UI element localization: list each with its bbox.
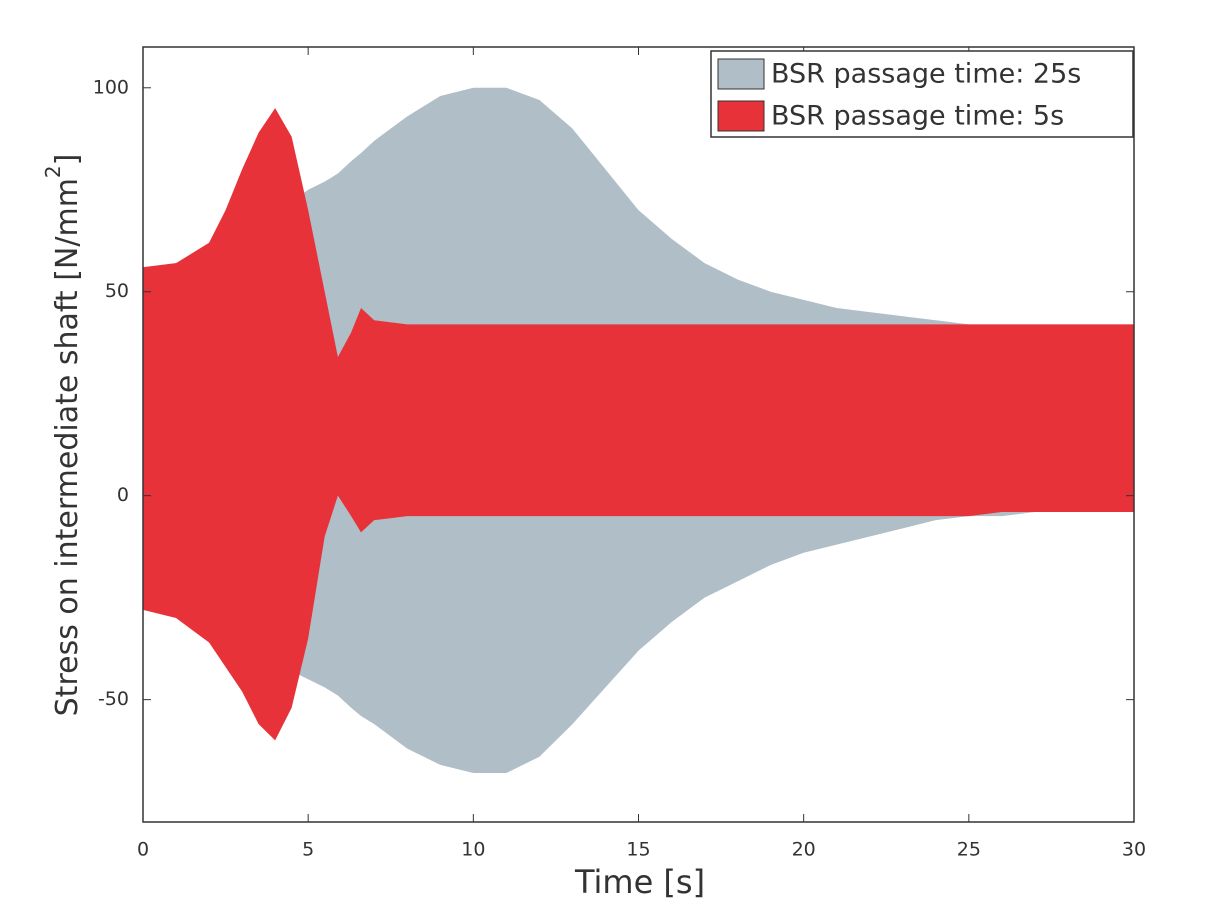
- legend-box: [710, 50, 1134, 138]
- x-tick-label: 0: [137, 839, 149, 861]
- x-tick-label: 20: [792, 839, 816, 861]
- legend-swatch: [717, 58, 765, 90]
- x-tick-label: 30: [1122, 839, 1146, 861]
- y-tick-label: -50: [98, 688, 129, 710]
- x-tick-label: 5: [302, 839, 314, 861]
- x-tick-label: 15: [626, 839, 650, 861]
- x-tick-label: 10: [461, 839, 485, 861]
- legend-swatch: [717, 100, 765, 132]
- x-axis-label: Time [s]: [574, 863, 705, 901]
- x-tick-label: 25: [957, 839, 981, 861]
- y-axis-label-end: ]: [50, 154, 85, 166]
- y-axis-label: Stress on intermediate shaft [N/mm2]: [41, 154, 85, 717]
- y-axis-label-main: Stress on intermediate shaft [N/mm: [50, 178, 85, 716]
- y-tick-label: 0: [117, 484, 129, 506]
- y-tick-label: 50: [105, 280, 129, 302]
- y-axis-label-sup: 2: [41, 165, 65, 178]
- y-tick-label: 100: [93, 76, 129, 98]
- band-area: [143, 108, 1134, 741]
- legend-label: BSR passage time: 25s: [771, 59, 1081, 90]
- legend-label: BSR passage time: 5s: [771, 101, 1064, 132]
